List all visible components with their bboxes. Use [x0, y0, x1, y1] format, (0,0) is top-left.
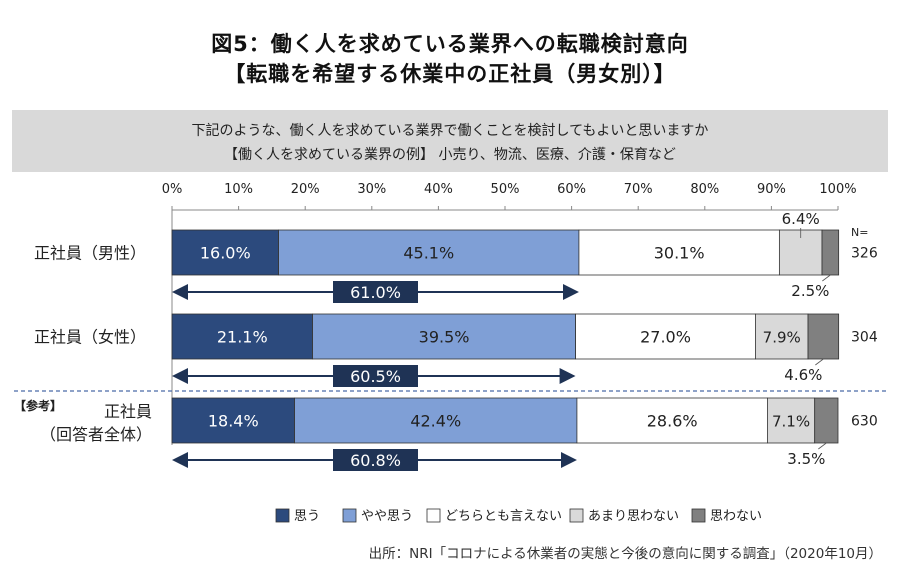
x-tick-label: 60%	[557, 182, 586, 197]
data-label: 21.1%	[217, 328, 268, 347]
question-text: 下記のような、働く人を求めている業界で働くことを検討してもよいと思いますか	[191, 123, 709, 139]
n-header: N=	[851, 226, 868, 239]
x-tick-label: 10%	[224, 182, 253, 197]
combined-label: 60.8%	[350, 451, 401, 470]
legend-swatch	[342, 508, 357, 523]
bar-segment	[767, 397, 816, 444]
bar-segment	[575, 313, 756, 360]
combined-label-box	[333, 281, 418, 303]
x-tick-label: 90%	[757, 182, 786, 197]
question-box: 下記のような、働く人を求めている業界で働くことを検討してもよいと思いますか 【働…	[12, 110, 888, 172]
source-note: 出所：NRI「コロナによる休業者の実態と今後の意向に関する調査」（2020年10…	[368, 546, 882, 562]
data-label: 45.1%	[403, 244, 454, 263]
data-label: 2.5%	[791, 282, 829, 300]
combined-label-box	[333, 365, 418, 387]
legend-swatch	[691, 508, 706, 523]
chart-title: 図5：働く人を求めている業界への転職検討意向	[211, 32, 689, 56]
legend-label: どちらとも言えない	[445, 509, 562, 524]
category-label: （回答者全体）	[40, 425, 152, 444]
label-leader	[815, 358, 824, 366]
n-value: 304	[851, 330, 878, 346]
bar-segment	[171, 229, 279, 276]
data-label: 42.4%	[410, 412, 461, 431]
bar-segment	[821, 229, 840, 276]
chart-subtitle: 【転職を希望する休業中の正社員（男女別）】	[224, 62, 676, 86]
x-tick-label: 50%	[491, 182, 520, 197]
legend-label: 思う	[294, 509, 320, 524]
data-label: 7.9%	[763, 329, 801, 347]
data-label: 3.5%	[787, 450, 825, 468]
data-label: 18.4%	[208, 412, 259, 431]
legend-swatch	[426, 508, 441, 523]
category-label: 正社員（女性）	[34, 328, 146, 347]
data-label: 39.5%	[419, 328, 470, 347]
legend-label: 思わない	[710, 509, 762, 524]
bar-segment	[312, 313, 576, 360]
label-leader	[822, 274, 831, 282]
label-leader	[818, 442, 827, 450]
data-label: 6.4%	[782, 210, 820, 228]
data-label: 27.0%	[640, 328, 691, 347]
data-label: 16.0%	[200, 244, 251, 263]
reference-tag: 【参考】	[14, 398, 62, 413]
industry-examples-text: 【働く人を求めている業界の例】 小売り、物流、医療、介護・保育など	[224, 147, 676, 163]
x-tick-label: 100%	[819, 182, 856, 197]
category-label: 正社員	[104, 402, 152, 421]
stacked-bar-chart: 0% 10% 20% 30% 40% 50% 60% 70% 80% 90% 100% N= 【参考】 正…	[14, 182, 886, 524]
x-tick-label: 80%	[690, 182, 719, 197]
x-tick-label: 70%	[624, 182, 653, 197]
n-value: 630	[851, 414, 878, 430]
bar-segment	[576, 397, 768, 444]
data-label: 28.6%	[647, 412, 698, 431]
x-tick-label: 0%	[162, 182, 183, 197]
n-value: 326	[851, 246, 878, 262]
bar-segment	[814, 397, 839, 444]
x-tick-label: 40%	[424, 182, 453, 197]
bar-segment	[755, 313, 809, 360]
data-label: 30.1%	[654, 244, 705, 263]
bar-segment	[807, 313, 840, 360]
legend-label: あまり思わない	[588, 509, 679, 524]
bar-segment	[171, 313, 313, 360]
data-label: 4.6%	[784, 366, 822, 384]
combined-label-box	[333, 449, 418, 471]
legend-swatch	[275, 508, 290, 523]
x-tick-label: 30%	[357, 182, 386, 197]
legend-swatch	[569, 508, 584, 523]
combined-label: 60.5%	[350, 367, 401, 386]
x-tick-label: 20%	[291, 182, 320, 197]
legend-label: やや思う	[361, 509, 413, 524]
category-label: 正社員（男性）	[34, 244, 146, 263]
data-label: 7.1%	[772, 413, 810, 431]
combined-label: 61.0%	[350, 283, 401, 302]
